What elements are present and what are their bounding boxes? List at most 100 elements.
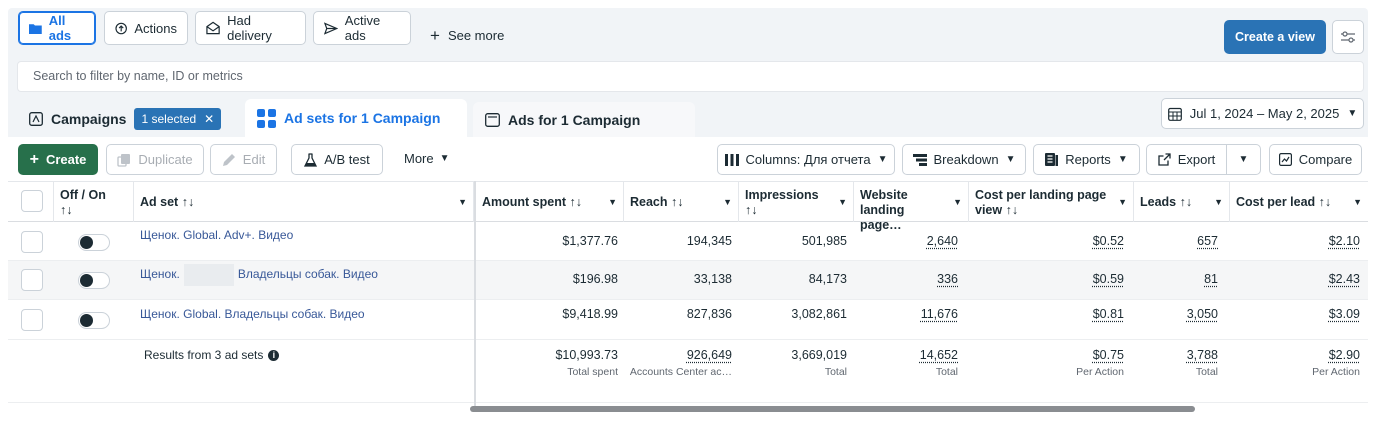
landing-value[interactable]: 11,676	[920, 307, 958, 321]
cost-lead-value[interactable]: $2.10	[1328, 234, 1360, 248]
folder-icon	[29, 23, 42, 34]
summary-leads-sub: Total	[1195, 366, 1218, 378]
duplicate-button[interactable]: Duplicate	[106, 144, 204, 175]
tab-adsets-label: Ad sets for 1 Campaign	[284, 110, 441, 126]
column-website-landing[interactable]: Website landing page… ▼	[854, 182, 969, 232]
columns-icon	[724, 153, 739, 166]
caret-down-icon: ▼	[1353, 197, 1362, 207]
row-checkbox[interactable]	[21, 231, 43, 253]
summary-leads-value[interactable]: 3,788	[1186, 348, 1218, 362]
summary-cost-lead-value[interactable]: $2.90	[1328, 348, 1360, 362]
edit-button[interactable]: Edit	[210, 144, 277, 175]
selected-badge[interactable]: 1 selected ✕	[134, 107, 222, 130]
adset-name-link[interactable]: Щенок. Global. Adv+. Видео	[140, 228, 294, 242]
ab-test-label: A/B test	[324, 152, 370, 167]
table-row[interactable]: Щенок. Global. Adv+. Видео $1,377.76 194…	[8, 222, 1368, 261]
filter-active-ads[interactable]: Active ads	[313, 11, 411, 45]
compare-label: Compare	[1298, 152, 1353, 167]
close-icon[interactable]: ✕	[204, 111, 215, 126]
leads-value[interactable]: 657	[1197, 234, 1218, 248]
filter-actions[interactable]: Actions	[104, 11, 188, 45]
amount-spent-value: $196.98	[572, 272, 618, 286]
column-impressions-label: Impressions	[745, 188, 819, 202]
column-cost-per-lead-label: Cost per lead	[1236, 195, 1316, 209]
create-view-button[interactable]: Create a view	[1224, 20, 1326, 54]
chart-line-icon	[1278, 153, 1292, 166]
summary-amount: $10,993.73 Total spent	[555, 348, 618, 378]
impressions-value: 501,985	[801, 234, 847, 248]
cost-lead-value[interactable]: $3.09	[1328, 307, 1360, 321]
summary-cost-lead: $2.90 Per Action	[1312, 348, 1360, 378]
column-amount-spent[interactable]: Amount spent ↑↓ ▼	[476, 182, 624, 222]
cost-landing-value[interactable]: $0.52	[1092, 234, 1124, 248]
row-toggle[interactable]	[78, 312, 110, 329]
row-toggle[interactable]	[78, 234, 110, 251]
breakdown-dropdown[interactable]: Breakdown ▼	[902, 144, 1026, 175]
caret-down-icon: ▼	[953, 197, 962, 207]
summary-leads: 3,788 Total	[1187, 348, 1218, 378]
cost-landing-value[interactable]: $0.81	[1092, 307, 1124, 321]
filter-had-delivery[interactable]: Had delivery	[195, 11, 306, 45]
summary-landing: 14,652 Total	[920, 348, 958, 378]
row-checkbox[interactable]	[21, 269, 43, 291]
row-toggle[interactable]	[78, 272, 110, 289]
row-checkbox[interactable]	[21, 309, 43, 331]
more-menu[interactable]: More ▼	[404, 151, 450, 166]
see-more-button[interactable]: + See more	[430, 27, 504, 44]
landing-value[interactable]: 2,640	[926, 234, 958, 248]
create-button[interactable]: + Create	[18, 144, 98, 175]
adset-name-link[interactable]: Щенок. Владельцы собак. Видео	[140, 264, 378, 286]
sliders-icon	[1341, 31, 1355, 43]
summary-landing-value[interactable]: 14,652	[919, 348, 958, 362]
column-impressions[interactable]: Impressions ↑↓ ▼	[739, 182, 854, 222]
external-link-icon	[1158, 153, 1171, 166]
caret-down-icon: ▼	[1238, 154, 1249, 165]
select-all-checkbox[interactable]	[21, 190, 43, 212]
column-cost-per-lead[interactable]: Cost per lead ↑↓ ▼	[1230, 182, 1368, 222]
summary-cost-landing-value[interactable]: $0.75	[1092, 348, 1124, 362]
export-options-button[interactable]: ▼	[1226, 144, 1261, 175]
column-leads[interactable]: Leads ↑↓ ▼	[1134, 182, 1230, 222]
leads-value[interactable]: 3,050	[1186, 307, 1218, 321]
summary-reach-value[interactable]: 926,649	[686, 348, 732, 362]
create-label: Create	[45, 152, 87, 167]
search-input[interactable]: Search to filter by name, ID or metrics	[17, 61, 1364, 92]
tab-campaigns[interactable]: Campaigns 1 selected ✕	[17, 100, 240, 137]
view-settings-button[interactable]	[1332, 20, 1364, 54]
select-all-cell	[8, 182, 54, 222]
tab-adsets[interactable]: Ad sets for 1 Campaign	[245, 99, 467, 137]
sort-icon: ↑↓	[569, 195, 583, 209]
table-row[interactable]: Щенок. Global. Владельцы собак. Видео $9…	[8, 300, 1368, 340]
column-off-on[interactable]: Off / On ↑↓	[54, 182, 134, 222]
sort-icon: ↑↓	[181, 195, 195, 209]
info-icon[interactable]: i	[268, 349, 280, 361]
caret-down-icon: ▼	[1117, 154, 1128, 165]
column-ad-set[interactable]: Ad set ↑↓ ▼	[134, 182, 474, 222]
date-range-picker[interactable]: Jul 1, 2024 – May 2, 2025 ▼	[1161, 98, 1364, 129]
cost-landing-value[interactable]: $0.59	[1092, 272, 1124, 286]
ab-test-button[interactable]: A/B test	[291, 144, 383, 175]
column-reach[interactable]: Reach ↑↓ ▼	[624, 182, 739, 222]
compare-button[interactable]: Compare	[1269, 144, 1362, 175]
table-row[interactable]: Щенок. Владельцы собак. Видео $196.98 33,…	[8, 261, 1368, 300]
columns-dropdown[interactable]: Columns: Для отчета ▼	[717, 144, 895, 175]
horizontal-scrollbar[interactable]	[470, 406, 1195, 412]
reach-value: 33,138	[693, 272, 732, 286]
tab-ads[interactable]: Ads for 1 Campaign	[473, 102, 695, 137]
send-arrow-icon	[324, 21, 338, 35]
caret-down-icon: ▼	[439, 153, 450, 164]
summary-reach: 926,649 Accounts Center ac…	[630, 348, 732, 378]
column-off-on-label: Off / On	[60, 188, 106, 202]
adset-name-link[interactable]: Щенок. Global. Владельцы собак. Видео	[140, 307, 365, 321]
tab-campaigns-label: Campaigns	[51, 110, 127, 127]
landing-value[interactable]: 336	[937, 272, 958, 286]
summary-label: Results from 3 ad sets i	[144, 348, 280, 362]
filter-all-ads[interactable]: All ads	[18, 11, 96, 45]
column-cost-per-landing[interactable]: Cost per landing page view ↑↓ ▼	[969, 182, 1134, 222]
leads-value[interactable]: 81	[1204, 272, 1218, 286]
reports-dropdown[interactable]: Reports ▼	[1033, 144, 1140, 175]
cost-lead-value[interactable]: $2.43	[1328, 272, 1360, 286]
adset-name-part: Щенок.	[140, 267, 180, 282]
export-button[interactable]: Export	[1146, 144, 1227, 175]
grid-icon	[257, 108, 276, 128]
